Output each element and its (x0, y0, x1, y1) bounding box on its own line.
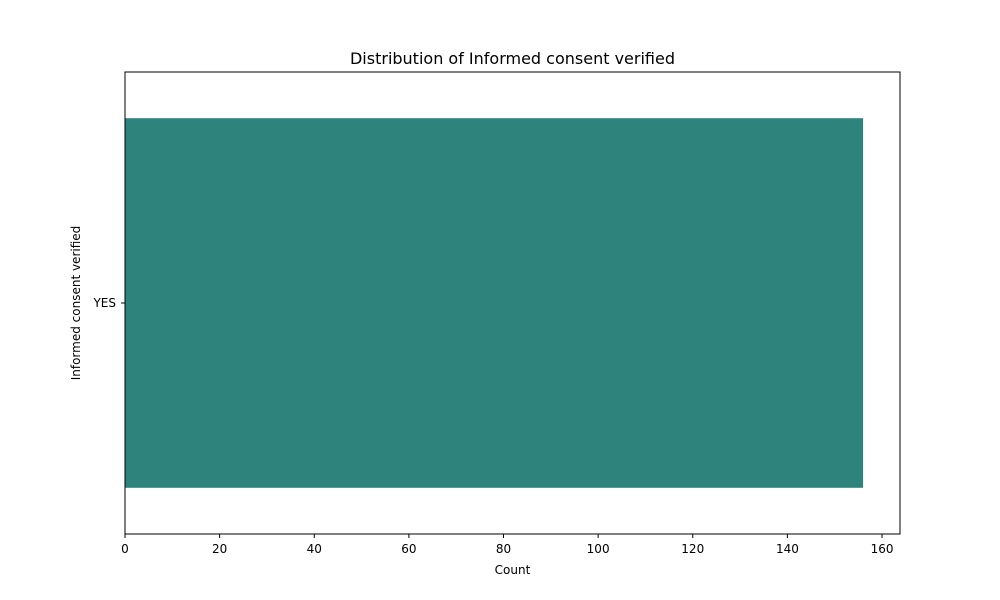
x-axis-ticks: 0 20 40 60 80 100 120 140 160 (121, 534, 893, 556)
x-tick-label: 140 (776, 542, 799, 556)
chart-title: Distribution of Informed consent verifie… (350, 49, 675, 68)
x-tick-label: 160 (871, 542, 894, 556)
x-tick-label: 120 (681, 542, 704, 556)
x-axis-label: Count (495, 563, 531, 577)
x-tick-label: 40 (307, 542, 322, 556)
y-axis-label: Informed consent verified (69, 226, 83, 381)
x-tick-label: 20 (212, 542, 227, 556)
bars-group (125, 118, 864, 488)
x-tick-label: 100 (587, 542, 610, 556)
y-tick-label: YES (92, 296, 116, 310)
x-tick-label: 80 (496, 542, 511, 556)
bar-yes (125, 118, 864, 488)
x-tick-label: 60 (401, 542, 416, 556)
y-axis-ticks: YES (92, 296, 125, 310)
x-tick-label: 0 (121, 542, 129, 556)
